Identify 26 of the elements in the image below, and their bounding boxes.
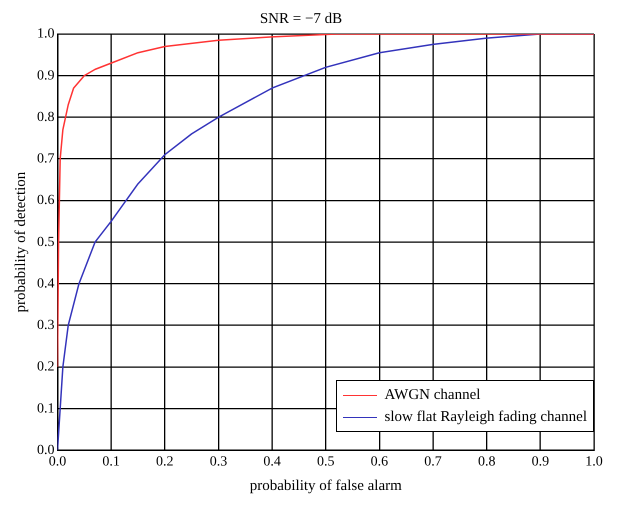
x-tick-label: 0.8 [478, 454, 496, 470]
x-tick-label: 0.7 [424, 454, 442, 470]
y-tick-label: 0.5 [37, 234, 54, 250]
x-tick-label: 0.3 [210, 454, 228, 470]
x-tick-label: 0.5 [317, 454, 334, 470]
x-tick-label: 0.9 [532, 454, 550, 470]
y-tick-label: 0.1 [37, 401, 54, 416]
x-tick-label: 0.6 [370, 454, 388, 470]
legend-label: AWGN channel [384, 386, 480, 405]
y-tick-label: 0.2 [37, 360, 54, 375]
x-axis-title: probability of false alarm [250, 478, 402, 494]
x-tick-label: 0.0 [48, 454, 66, 470]
y-axis-title: probability of detection [12, 171, 29, 312]
y-tick-label: 1.0 [37, 26, 54, 42]
y-tick-label: 0.4 [37, 276, 54, 292]
x-tick-label: 0.1 [102, 454, 120, 470]
x-tick-label: 0.4 [263, 454, 281, 470]
y-tick-label: 0.7 [37, 152, 54, 167]
y-tick-label: 0.9 [37, 68, 54, 84]
chart-title: SNR = −7 dB [260, 10, 342, 27]
y-tick-label: 0.3 [37, 318, 54, 334]
legend-label: slow flat Rayleigh fading channel [384, 408, 587, 427]
x-tick-label: 1.0 [585, 454, 603, 470]
y-tick-label: 0.6 [37, 193, 54, 208]
x-tick-label: 0.2 [156, 454, 174, 470]
y-tick-label: 0.8 [37, 110, 54, 125]
